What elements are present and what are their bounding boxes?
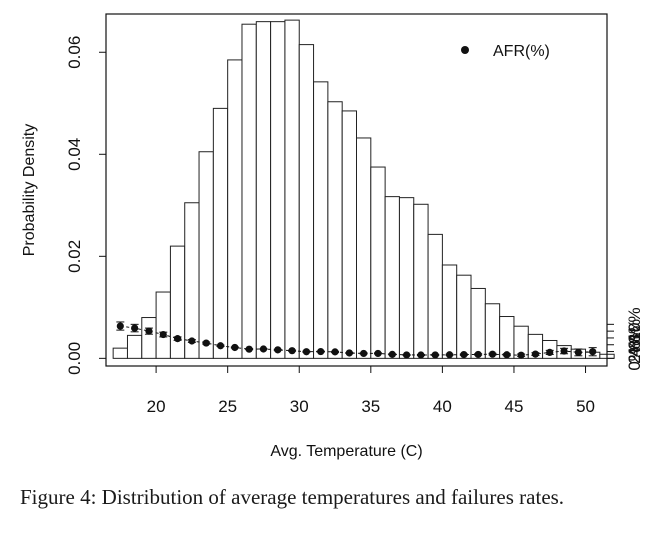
histogram-bar bbox=[427, 233, 443, 359]
x-tick-label: 45 bbox=[504, 397, 523, 416]
x-tick-label: 20 bbox=[147, 397, 166, 416]
y2-tick-label: 6% bbox=[625, 326, 644, 351]
histogram-bar bbox=[484, 303, 501, 359]
afr-point bbox=[216, 342, 225, 350]
legend-marker bbox=[461, 46, 469, 54]
afr-line bbox=[120, 325, 593, 356]
histogram-bar bbox=[227, 59, 243, 359]
afr-point bbox=[317, 347, 325, 356]
histogram-bar bbox=[441, 264, 458, 359]
afr-point bbox=[274, 346, 282, 354]
y2-tick-label: 4% bbox=[625, 332, 644, 357]
x-axis-label: Avg. Temperature (C) bbox=[270, 443, 422, 460]
x-tick-label: 40 bbox=[433, 397, 452, 416]
afr-point bbox=[388, 350, 396, 358]
afr-point bbox=[589, 348, 597, 356]
x-tick-label: 50 bbox=[576, 397, 595, 416]
afr-point bbox=[403, 351, 411, 359]
histogram-bar bbox=[184, 202, 200, 359]
afr-point bbox=[560, 347, 568, 355]
legend-label: AFR(%) bbox=[493, 43, 550, 60]
afr-point bbox=[474, 350, 482, 359]
histogram-bar bbox=[370, 166, 386, 359]
afr-point bbox=[417, 351, 425, 359]
y-tick-label: 0.02 bbox=[65, 240, 84, 273]
axes: 20 25 30 35 40 45 50 0.00 0.02 0.04 0.06 0%2%4%6%8%… bbox=[65, 13, 644, 416]
afr-point bbox=[288, 347, 296, 355]
histogram-bar bbox=[298, 44, 315, 359]
histogram-bar bbox=[198, 151, 214, 359]
afr-point bbox=[488, 350, 497, 358]
afr-point bbox=[245, 345, 253, 353]
chart: 20 25 30 35 40 45 50 0.00 0.02 0.04 0.06 0%2%4%6%8%… bbox=[21, 13, 644, 460]
histogram-bar bbox=[141, 317, 157, 359]
afr-point bbox=[445, 351, 454, 359]
afr-point bbox=[116, 322, 124, 330]
y2-tick-label: 10% bbox=[625, 307, 644, 341]
y-tick-label: 0.00 bbox=[65, 342, 84, 375]
histogram-bar bbox=[456, 274, 472, 359]
y2-tick-label: 8% bbox=[625, 319, 644, 344]
x-tick-label: 30 bbox=[290, 397, 309, 416]
afr-point bbox=[503, 351, 511, 359]
afr-point bbox=[202, 339, 210, 347]
afr-point bbox=[546, 348, 554, 356]
afr-point bbox=[574, 348, 582, 356]
y-tick-label: 0.06 bbox=[65, 36, 84, 69]
histogram-bar bbox=[341, 110, 357, 359]
histogram-bar bbox=[356, 137, 372, 359]
histogram-bar bbox=[398, 197, 415, 359]
histogram-bar bbox=[255, 21, 272, 359]
figure-caption: Figure 4: Distribution of average temper… bbox=[20, 485, 565, 509]
afr-series bbox=[116, 321, 597, 359]
afr-point bbox=[188, 337, 196, 345]
histogram-bar bbox=[313, 81, 329, 359]
afr-point bbox=[345, 349, 353, 357]
x-tick-label: 35 bbox=[361, 397, 380, 416]
histogram-bar bbox=[112, 347, 128, 359]
histogram-bar bbox=[155, 291, 171, 359]
afr-point bbox=[159, 330, 167, 339]
afr-point bbox=[531, 350, 540, 358]
afr-point bbox=[331, 348, 339, 356]
afr-point bbox=[145, 327, 153, 335]
histogram-bar bbox=[470, 287, 486, 359]
histogram-bar bbox=[384, 196, 400, 359]
histogram-bar bbox=[241, 23, 257, 359]
x-tick-label: 25 bbox=[218, 397, 237, 416]
afr-point bbox=[374, 349, 382, 358]
afr-point bbox=[231, 343, 239, 352]
plot-frame bbox=[105, 13, 608, 367]
histogram-bar bbox=[270, 21, 286, 359]
afr-point bbox=[431, 351, 439, 359]
afr-point bbox=[360, 349, 368, 358]
histogram-bar bbox=[327, 101, 343, 359]
y2-tick-label: 0% bbox=[625, 346, 644, 371]
legend: AFR(%) bbox=[461, 43, 550, 60]
y-tick-label: 0.04 bbox=[65, 138, 84, 171]
histogram-bar bbox=[413, 203, 429, 359]
histogram-bars bbox=[112, 19, 615, 359]
histogram-bar bbox=[284, 19, 300, 359]
histogram-bar bbox=[126, 334, 143, 359]
afr-point bbox=[460, 351, 468, 359]
afr-point bbox=[173, 335, 182, 343]
afr-point bbox=[517, 351, 525, 359]
y-axis-label: Probability Density bbox=[21, 124, 38, 257]
afr-point bbox=[302, 348, 310, 356]
histogram-bar bbox=[212, 107, 229, 359]
y2-tick-label: 2% bbox=[625, 339, 644, 364]
afr-point bbox=[131, 324, 139, 332]
afr-point bbox=[259, 345, 268, 353]
